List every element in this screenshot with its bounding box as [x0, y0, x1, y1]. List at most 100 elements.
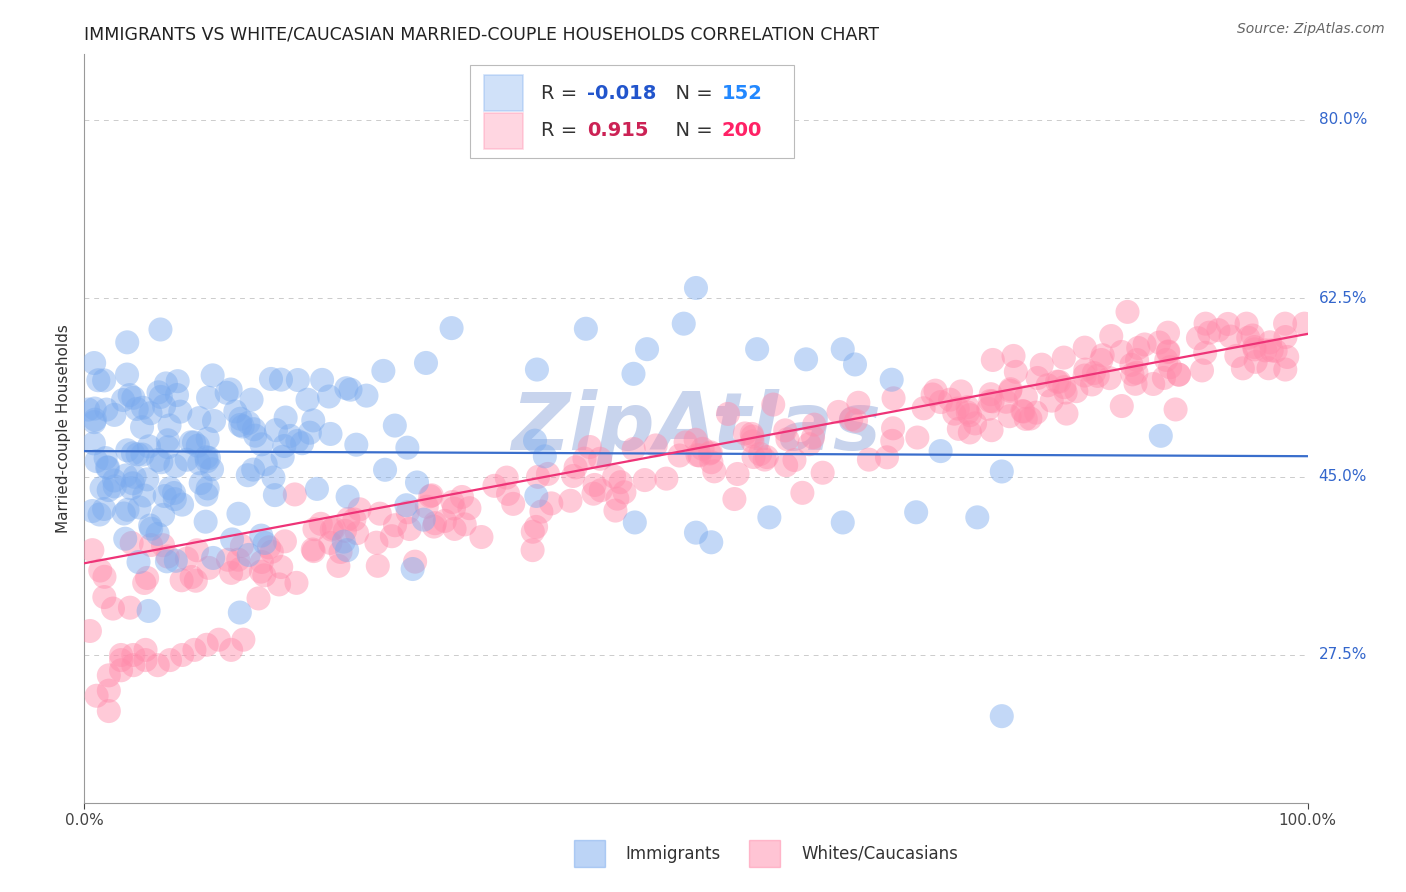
Point	[136, 571, 159, 585]
Y-axis label: Married-couple Households: Married-couple Households	[56, 324, 72, 533]
Point	[433, 514, 456, 528]
Point	[301, 542, 323, 557]
Point	[613, 485, 636, 500]
Point	[170, 574, 193, 588]
Point	[201, 462, 224, 476]
Point	[287, 373, 309, 387]
Point	[1111, 345, 1133, 359]
Point	[603, 469, 626, 483]
Point	[1260, 343, 1282, 358]
Point	[929, 395, 952, 409]
Point	[197, 432, 219, 446]
Point	[274, 534, 297, 549]
Point	[844, 358, 866, 372]
Point	[939, 392, 962, 407]
Text: 200: 200	[721, 121, 762, 140]
Point	[138, 439, 160, 453]
Point	[524, 489, 547, 503]
Point	[128, 555, 150, 569]
Point	[305, 482, 328, 496]
Point	[827, 405, 849, 419]
Point	[285, 434, 308, 448]
Point	[1191, 363, 1213, 377]
Point	[998, 409, 1021, 424]
Point	[243, 422, 266, 436]
Point	[606, 491, 628, 506]
Point	[311, 373, 333, 387]
Point	[349, 502, 371, 516]
Point	[139, 406, 162, 420]
Point	[692, 442, 714, 456]
Point	[103, 474, 125, 488]
Point	[1031, 358, 1053, 372]
Point	[201, 368, 224, 383]
Point	[217, 553, 239, 567]
Point	[1254, 343, 1277, 358]
Point	[165, 554, 187, 568]
Point	[117, 502, 139, 516]
Point	[97, 668, 120, 682]
Point	[1133, 337, 1156, 351]
Point	[956, 400, 979, 414]
Point	[139, 518, 162, 533]
Point	[195, 487, 218, 501]
Point	[103, 408, 125, 422]
Point	[741, 426, 763, 441]
Point	[374, 463, 396, 477]
Point	[127, 447, 149, 461]
Point	[1241, 328, 1264, 343]
Point	[1153, 371, 1175, 385]
Point	[562, 469, 585, 483]
Point	[183, 643, 205, 657]
Text: Whites/Caucasians: Whites/Caucasians	[801, 845, 959, 863]
Text: ZipAtlas: ZipAtlas	[510, 389, 882, 467]
Point	[991, 709, 1014, 723]
Point	[858, 452, 880, 467]
Point	[723, 491, 745, 506]
Point	[93, 373, 115, 387]
Point	[1090, 353, 1112, 368]
Point	[979, 394, 1001, 409]
Point	[124, 470, 146, 484]
Point	[946, 401, 969, 416]
Point	[1046, 375, 1069, 389]
Point	[83, 356, 105, 370]
Point	[367, 558, 389, 573]
Point	[734, 426, 756, 441]
Point	[1243, 343, 1265, 357]
Point	[150, 455, 173, 469]
Point	[184, 574, 207, 588]
Text: -0.018: -0.018	[588, 84, 657, 103]
Text: N =: N =	[664, 121, 718, 140]
Text: IMMIGRANTS VS WHITE/CAUCASIAN MARRIED-COUPLE HOUSEHOLDS CORRELATION CHART: IMMIGRANTS VS WHITE/CAUCASIAN MARRIED-CO…	[84, 26, 879, 44]
Point	[1074, 341, 1097, 355]
Point	[165, 458, 187, 473]
Point	[703, 464, 725, 478]
Point	[412, 513, 434, 527]
Point	[120, 481, 142, 495]
Point	[636, 342, 658, 356]
Point	[250, 555, 273, 569]
Point	[880, 373, 903, 387]
Point	[991, 465, 1014, 479]
Point	[929, 444, 952, 458]
Point	[522, 524, 544, 539]
Point	[118, 388, 141, 402]
Point	[912, 401, 935, 416]
Point	[943, 407, 966, 421]
Point	[356, 389, 378, 403]
Point	[134, 488, 156, 502]
Point	[685, 525, 707, 540]
Point	[128, 500, 150, 515]
Point	[264, 423, 287, 437]
Point	[274, 410, 297, 425]
Point	[1025, 406, 1047, 420]
Point	[302, 544, 325, 558]
Point	[250, 528, 273, 542]
Point	[176, 551, 198, 566]
Point	[254, 457, 277, 471]
Point	[792, 486, 814, 500]
Point	[440, 321, 463, 335]
Point	[1157, 344, 1180, 359]
Point	[605, 503, 627, 517]
